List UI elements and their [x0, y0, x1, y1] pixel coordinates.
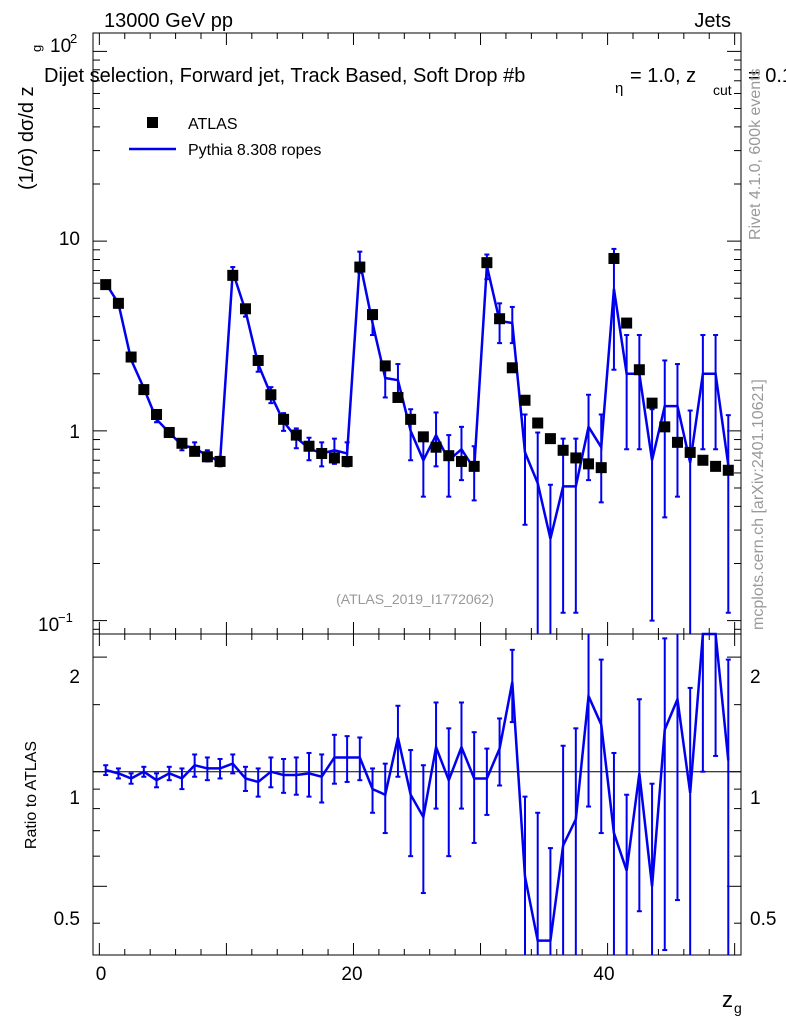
- data-point: [532, 417, 544, 429]
- data-point: [125, 351, 137, 363]
- data-point: [506, 362, 518, 374]
- data-point: [722, 464, 734, 476]
- header-category: Jets: [694, 10, 731, 32]
- data-point: [354, 261, 366, 273]
- ratio-ytick-2-right: 2: [750, 667, 761, 688]
- data-point: [405, 413, 417, 425]
- data-point: [112, 297, 124, 309]
- data-point: [646, 397, 658, 409]
- data-point: [430, 441, 442, 453]
- plot-subtitle-end: = 0.1: [748, 65, 786, 87]
- data-point: [684, 446, 696, 458]
- ratio-ytick-1-right: 1: [750, 788, 761, 809]
- data-point: [544, 433, 556, 445]
- ytick-label-10: 10: [59, 229, 80, 250]
- data-point: [252, 354, 264, 366]
- legend-mc-label: Pythia 8.308 ropes: [188, 142, 321, 159]
- data-point: [239, 303, 251, 315]
- data-point: [697, 454, 709, 466]
- data-point: [227, 269, 239, 281]
- ratio-line: [105, 632, 730, 942]
- data-point: [138, 384, 150, 396]
- ytick-label-0.1-exp: −1: [58, 610, 73, 625]
- ytick-label-1: 1: [69, 422, 80, 443]
- data-point: [189, 445, 201, 457]
- rivet-label: Rivet 4.1.0, 600k events: [747, 68, 764, 240]
- data-point: [100, 279, 112, 291]
- legend-data-marker: [147, 117, 158, 128]
- ratio-ylabel: Ratio to ATLAS: [23, 741, 40, 849]
- ytick-label-100: 10: [50, 36, 71, 57]
- ratio-ytick-1: 1: [69, 788, 80, 809]
- data-point: [595, 462, 607, 474]
- header-energy: 13000 GeV pp: [104, 10, 233, 32]
- main-ylabel-text: (1/σ) dσ/d z: [16, 86, 38, 190]
- data-point: [201, 451, 213, 463]
- ytick-label-100-exp: 2: [70, 31, 77, 46]
- data-point: [214, 455, 226, 467]
- data-point: [468, 460, 480, 472]
- data-point: [265, 389, 277, 401]
- data-point: [379, 360, 391, 372]
- mc-series-main: [103, 247, 731, 634]
- xlabel-sub: g: [734, 1000, 742, 1016]
- xlabel: z: [722, 987, 733, 1012]
- data-point: [290, 429, 302, 441]
- data-point: [519, 394, 531, 406]
- data-point: [278, 413, 290, 425]
- data-point: [151, 408, 163, 420]
- data-point: [583, 458, 595, 470]
- mcplots-label: mcplots.cern.ch [arXiv:2401.10621]: [750, 379, 767, 630]
- data-point: [710, 460, 722, 472]
- legend-data-label: ATLAS: [188, 116, 238, 133]
- data-point: [621, 317, 633, 329]
- ratio-ytick-0.5: 0.5: [54, 909, 80, 930]
- subtitle-beta-symbol: η: [615, 80, 623, 97]
- data-point: [659, 421, 671, 433]
- analysis-id: (ATLAS_2019_I1772062): [336, 591, 494, 607]
- data-point: [557, 444, 569, 456]
- ratio-ytick-0.5-right: 0.5: [750, 909, 776, 930]
- main-ylabel: (1/σ) dσ/d z g: [16, 45, 44, 190]
- axis-ticks: [93, 33, 741, 955]
- main-ylabel-sub: g: [29, 45, 44, 52]
- ratio-ytick-2: 2: [69, 667, 80, 688]
- xtick-label-40: 40: [593, 964, 614, 985]
- data-point: [176, 437, 188, 449]
- data-point: [303, 440, 315, 452]
- data-point: [570, 452, 582, 464]
- data-point: [481, 257, 493, 269]
- data-point: [328, 452, 340, 464]
- data-point: [633, 364, 645, 376]
- plot-subtitle: Dijet selection, Forward jet, Track Base…: [44, 65, 525, 87]
- data-point: [341, 455, 353, 467]
- xtick-label-0: 0: [96, 964, 107, 985]
- plot-subtitle-cut: cut: [713, 82, 732, 98]
- mc-series-ratio: [103, 632, 731, 955]
- data-series-main: [100, 252, 734, 476]
- data-point: [392, 391, 404, 403]
- data-point: [367, 309, 379, 321]
- data-point: [494, 313, 506, 325]
- legend: ATLAS Pythia 8.308 ropes: [129, 116, 321, 159]
- data-point: [316, 447, 328, 459]
- data-point: [417, 431, 429, 443]
- data-point: [671, 436, 683, 448]
- plot-subtitle-tail: = 1.0, z: [630, 65, 696, 87]
- ytick-label-0.1: 10: [38, 615, 59, 636]
- data-point: [608, 252, 620, 264]
- data-point: [443, 450, 455, 462]
- data-point: [163, 427, 175, 439]
- ratio-frame: [92, 633, 742, 956]
- mc-line: [104, 261, 730, 540]
- xtick-label-20: 20: [341, 964, 362, 985]
- data-point: [455, 455, 467, 467]
